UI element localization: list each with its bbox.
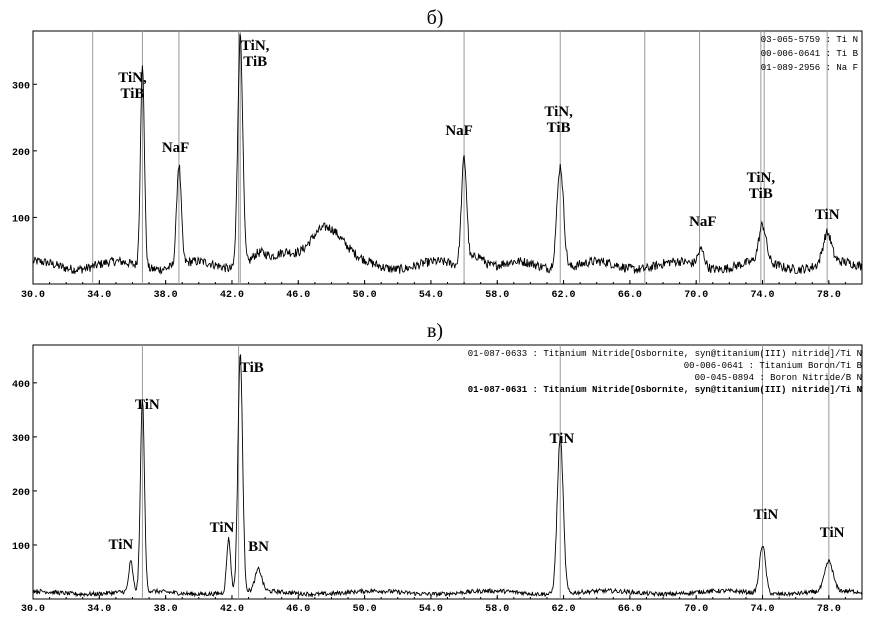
plot-frame xyxy=(32,30,863,285)
legend-entry: 00-045-0894 : Boron Nitride/B N xyxy=(695,373,862,383)
y-tick-label: 400 xyxy=(12,380,30,391)
x-tick-label: 74.0 xyxy=(751,290,775,301)
x-tick-label: 58.0 xyxy=(485,604,509,615)
peak-annotation-line: TiB xyxy=(547,120,571,136)
x-tick-label: 62.0 xyxy=(552,604,576,615)
peak-annotation-line: TiN, xyxy=(118,70,147,86)
x-tick-label: 42.0 xyxy=(220,604,244,615)
y-tick-label: 300 xyxy=(12,434,30,445)
x-tick-label: 66.0 xyxy=(618,290,642,301)
peak-annotation-line: TiB xyxy=(749,186,773,202)
peak-annotation-line: BN xyxy=(248,539,269,555)
x-tick-label: 30.0 xyxy=(21,604,45,615)
peak-annotation: TiN, TiB xyxy=(241,38,270,70)
peak-annotation: NaF xyxy=(162,140,190,156)
y-tick-label: 200 xyxy=(12,148,30,159)
peak-annotation-line: TiN xyxy=(820,525,845,541)
peak-annotation-line: NaF xyxy=(689,214,717,230)
x-tick-label: 78.0 xyxy=(817,290,841,301)
peak-annotation: TiN xyxy=(550,431,575,447)
peak-annotation-line: TiN, xyxy=(544,104,573,120)
x-tick-label: 50.0 xyxy=(353,604,377,615)
x-tick-label: 70.0 xyxy=(684,604,708,615)
peak-annotation: TiN xyxy=(210,520,235,536)
x-tick-label: 70.0 xyxy=(684,290,708,301)
peak-annotation: TiN xyxy=(753,507,778,523)
panel-title: в) xyxy=(427,320,443,342)
plot-frame xyxy=(32,344,863,600)
x-tick-label: 46.0 xyxy=(286,604,310,615)
peak-annotation-line: TiB xyxy=(121,86,145,102)
peak-annotation-line: TiN xyxy=(135,397,160,413)
x-tick-label: 38.0 xyxy=(154,290,178,301)
x-tick-label: 50.0 xyxy=(353,290,377,301)
x-tick-label: 74.0 xyxy=(751,604,775,615)
peak-annotation-line: TiN xyxy=(753,507,778,523)
peak-annotation: TiN xyxy=(135,397,160,413)
x-tick-label: 38.0 xyxy=(154,604,178,615)
peak-annotation-line: TiN, xyxy=(241,38,270,54)
peak-annotation: BN xyxy=(248,539,269,555)
y-tick-label: 100 xyxy=(12,542,30,553)
peak-annotation-line: TiN xyxy=(109,537,134,553)
x-tick-label: 34.0 xyxy=(87,604,111,615)
legend-entry: 00-006-0641 : Ti B xyxy=(761,49,859,59)
peak-annotation: TiN xyxy=(820,525,845,541)
diffraction-pattern-line xyxy=(32,33,863,275)
peak-annotation-line: TiN xyxy=(210,520,235,536)
x-tick-label: 78.0 xyxy=(817,604,841,615)
peak-annotation: TiN, TiB xyxy=(747,170,776,202)
peak-annotation-line: NaF xyxy=(162,140,190,156)
x-tick-label: 42.0 xyxy=(220,290,244,301)
legend-entry: 01-089-2956 : Na F xyxy=(761,63,858,73)
y-tick-label: 200 xyxy=(12,488,30,499)
peak-annotation-line: TiN, xyxy=(747,170,776,186)
peak-annotation-line: NaF xyxy=(445,123,473,139)
legend-entry: 01-087-0631 : Titanium Nitride[Osbornite… xyxy=(468,385,862,395)
x-tick-label: 58.0 xyxy=(485,290,509,301)
x-tick-label: 62.0 xyxy=(552,290,576,301)
y-tick-label: 300 xyxy=(12,81,30,92)
legend-entry: 01-087-0633 : Titanium Nitride[Osbornite… xyxy=(468,349,862,359)
peak-annotation-line: TiB xyxy=(243,54,267,70)
peak-annotation: NaF xyxy=(445,123,473,139)
x-tick-label: 54.0 xyxy=(419,290,443,301)
legend-entry: 03-065-5759 : Ti N xyxy=(761,35,858,45)
peak-annotation: TiB xyxy=(240,360,264,376)
peak-annotation: TiN, TiB xyxy=(544,104,573,136)
peak-annotation-line: TiB xyxy=(240,360,264,376)
diffraction-pattern-line xyxy=(32,354,863,598)
x-tick-label: 46.0 xyxy=(286,290,310,301)
peak-annotation: TiN, TiB xyxy=(118,70,147,102)
peak-annotation-line: TiN xyxy=(550,431,575,447)
peak-annotation: TiN xyxy=(815,207,840,223)
y-tick-label: 100 xyxy=(12,214,30,225)
x-tick-label: 54.0 xyxy=(419,604,443,615)
peak-annotation-line: TiN xyxy=(815,207,840,223)
peak-annotation: TiN xyxy=(109,537,134,553)
x-tick-label: 30.0 xyxy=(21,290,45,301)
panel-title: б) xyxy=(427,7,444,29)
x-tick-label: 66.0 xyxy=(618,604,642,615)
peak-annotation: NaF xyxy=(689,214,717,230)
x-tick-label: 34.0 xyxy=(87,290,111,301)
legend-entry: 00-006-0641 : Titanium Boron/Ti B xyxy=(684,361,863,371)
